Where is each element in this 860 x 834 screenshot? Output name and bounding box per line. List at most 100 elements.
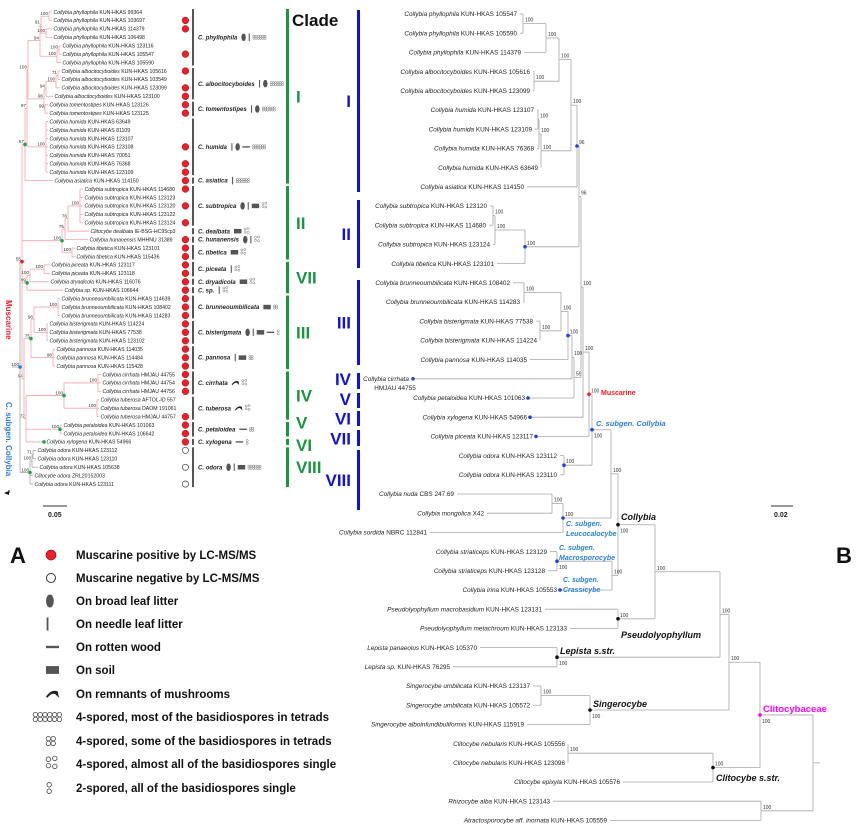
spore-icon <box>245 439 249 442</box>
open-circle-icon <box>46 573 56 583</box>
rotten-wood-icon <box>242 146 250 148</box>
support-value: 94 <box>18 374 24 379</box>
spore-icon <box>241 379 245 382</box>
tip-label: Collybia asiatica KUN-HKAS 114150 <box>420 184 524 191</box>
taxon-name: Collybia nuda <box>379 491 420 498</box>
taxon-name: Collybia asiatica <box>55 178 94 184</box>
spore-icon <box>263 144 267 147</box>
taxon-name: Collybia odora <box>459 453 502 460</box>
support-value: 100 <box>573 99 582 105</box>
muscarine-clade-label: Muscarine <box>601 390 636 397</box>
spore-icon <box>235 180 239 183</box>
soil-icon <box>263 304 271 310</box>
spore-icon <box>45 735 52 742</box>
rotten-wood-icon <box>46 645 59 649</box>
panel-label-b: B <box>836 543 852 568</box>
taxon-name: Collybia bisterigmata <box>50 322 100 328</box>
voucher-id: KUN-HKAS 114224 <box>481 338 537 345</box>
spore-icon <box>252 277 256 281</box>
soil-icon <box>237 464 246 470</box>
node-marker-icon <box>587 392 591 397</box>
tip-label: Collybia brunneoumbilicata KUN-HKAS 1084… <box>375 280 510 287</box>
node-marker-icon <box>711 765 715 770</box>
tip-label: Collybia piceata KUN-HKAS 123118 <box>52 271 135 277</box>
species-group-bar <box>192 422 194 437</box>
legend-item: Muscarine negative by LC-MS/MS <box>46 573 260 585</box>
spore-icon <box>52 763 58 770</box>
single-most-icon <box>243 227 250 234</box>
support-value: 99 <box>39 104 45 109</box>
needle-leaf-litter-icon <box>252 328 254 337</box>
voucher-id: KUN-HKAS 105616 <box>474 69 531 76</box>
spore-icon <box>247 467 251 470</box>
tip-label: Collybia odora KUN-HKAS 123110 <box>38 457 118 463</box>
taxon-name: Collybia phyllophila <box>404 11 460 18</box>
genus-pseudolyophyllum-label: Pseudolyophyllum <box>621 630 701 640</box>
red-dot-icon <box>181 337 190 345</box>
red-dot-icon <box>181 202 190 210</box>
broad-leaf-litter-icon <box>245 328 250 337</box>
node-marker-icon <box>62 393 66 398</box>
support-value: 100 <box>542 325 551 331</box>
tip-label: Collybia humida KUN-HKAS 123107 <box>431 107 535 114</box>
voucher-id: HMJAU 44754 <box>141 381 175 387</box>
tip-label: Collybia pannosa KUN-HKAS 114035 <box>421 357 528 364</box>
spore-icon <box>256 467 260 470</box>
spore-icon <box>37 711 43 718</box>
legend-item: On remnants of mushrooms <box>46 689 230 701</box>
red-dot-icon <box>181 50 190 58</box>
node-marker-icon <box>555 655 559 659</box>
legend-text: 4-spored, most of the basidiospores in t… <box>76 712 329 724</box>
support-value: 100 <box>40 11 48 16</box>
support-value: 98 <box>47 352 53 357</box>
rotten-wood-icon <box>266 331 275 334</box>
clade-bar-left <box>286 261 289 294</box>
red-dot-icon <box>45 549 57 561</box>
node-marker-icon <box>29 336 33 341</box>
spore-icon <box>245 442 249 445</box>
tip-label: Collybia brunneoumbilicata KUN-HKAS 1142… <box>62 313 171 319</box>
spore-icon <box>263 34 267 38</box>
tip-label: Collybia phyllophila KUN-HKAS 105590 <box>404 30 517 37</box>
voucher-id: KUN-HKAS 115428 <box>98 364 143 370</box>
node-marker-icon <box>523 245 527 249</box>
voucher-id: KUN-HKAS 76368 <box>481 146 534 153</box>
tip-label: Collybia subtropica KUN-HKAS 123120 <box>375 203 487 210</box>
legend-text: On soil <box>76 665 115 677</box>
spore-icon <box>257 34 260 38</box>
broad-leaf-icon <box>255 105 260 113</box>
node-marker-icon <box>555 559 559 563</box>
taxon-name: Collybia piceata <box>430 434 477 441</box>
needle-leaf-icon <box>230 265 232 273</box>
taxon-name: Collybia phyllophila <box>404 30 460 37</box>
node-marker-icon <box>562 463 566 468</box>
species-group-bar <box>192 346 194 370</box>
spore-icon <box>56 711 63 718</box>
tip-label: Collybia albocitocyboides KUN-HKAS 10354… <box>62 77 167 83</box>
voucher-id: KUN-HKAS 108402 <box>454 280 511 287</box>
spore-icon <box>254 144 258 147</box>
red-dot-icon <box>181 337 190 345</box>
red-dot-icon <box>181 84 190 92</box>
voucher-id: KUN-HKAS 123102 <box>99 339 145 345</box>
spore-icon <box>248 357 252 360</box>
red-dot-icon <box>181 160 190 168</box>
taxon-name: Collybia bisterigmata <box>419 318 480 325</box>
species-group-bar <box>192 236 194 243</box>
taxon-name: Collybia hunanensis <box>90 237 138 243</box>
support-value: 100 <box>566 459 575 465</box>
support-value: 100 <box>55 390 63 395</box>
legend: Muscarine positive by LC-MS/MS Muscarine … <box>32 549 336 795</box>
species-group-bar <box>192 447 194 488</box>
red-dot-icon <box>181 252 190 261</box>
tip-label: Collybia subtropica KUN-HKAS 123122 <box>85 212 176 218</box>
taxon-name: Collybia subtropica <box>375 222 431 229</box>
tip-label: Collybia tuberosa HMJAU 44757 <box>101 414 176 420</box>
taxon-name: Collybia humida <box>50 119 88 125</box>
species-group-label: C. bisterigmata <box>198 330 242 336</box>
support-value: 100 <box>583 281 592 287</box>
taxon-name: Collybia brunneoumbilicata <box>62 305 126 311</box>
tip-label: Collybia subtropica KUN-HKAS 114680 <box>375 222 487 229</box>
species-groups-column: C. phyllophila C. albocitocyboides C. tome… <box>192 9 284 488</box>
voucher-id: KUN-HKAS 123100 <box>114 94 160 100</box>
